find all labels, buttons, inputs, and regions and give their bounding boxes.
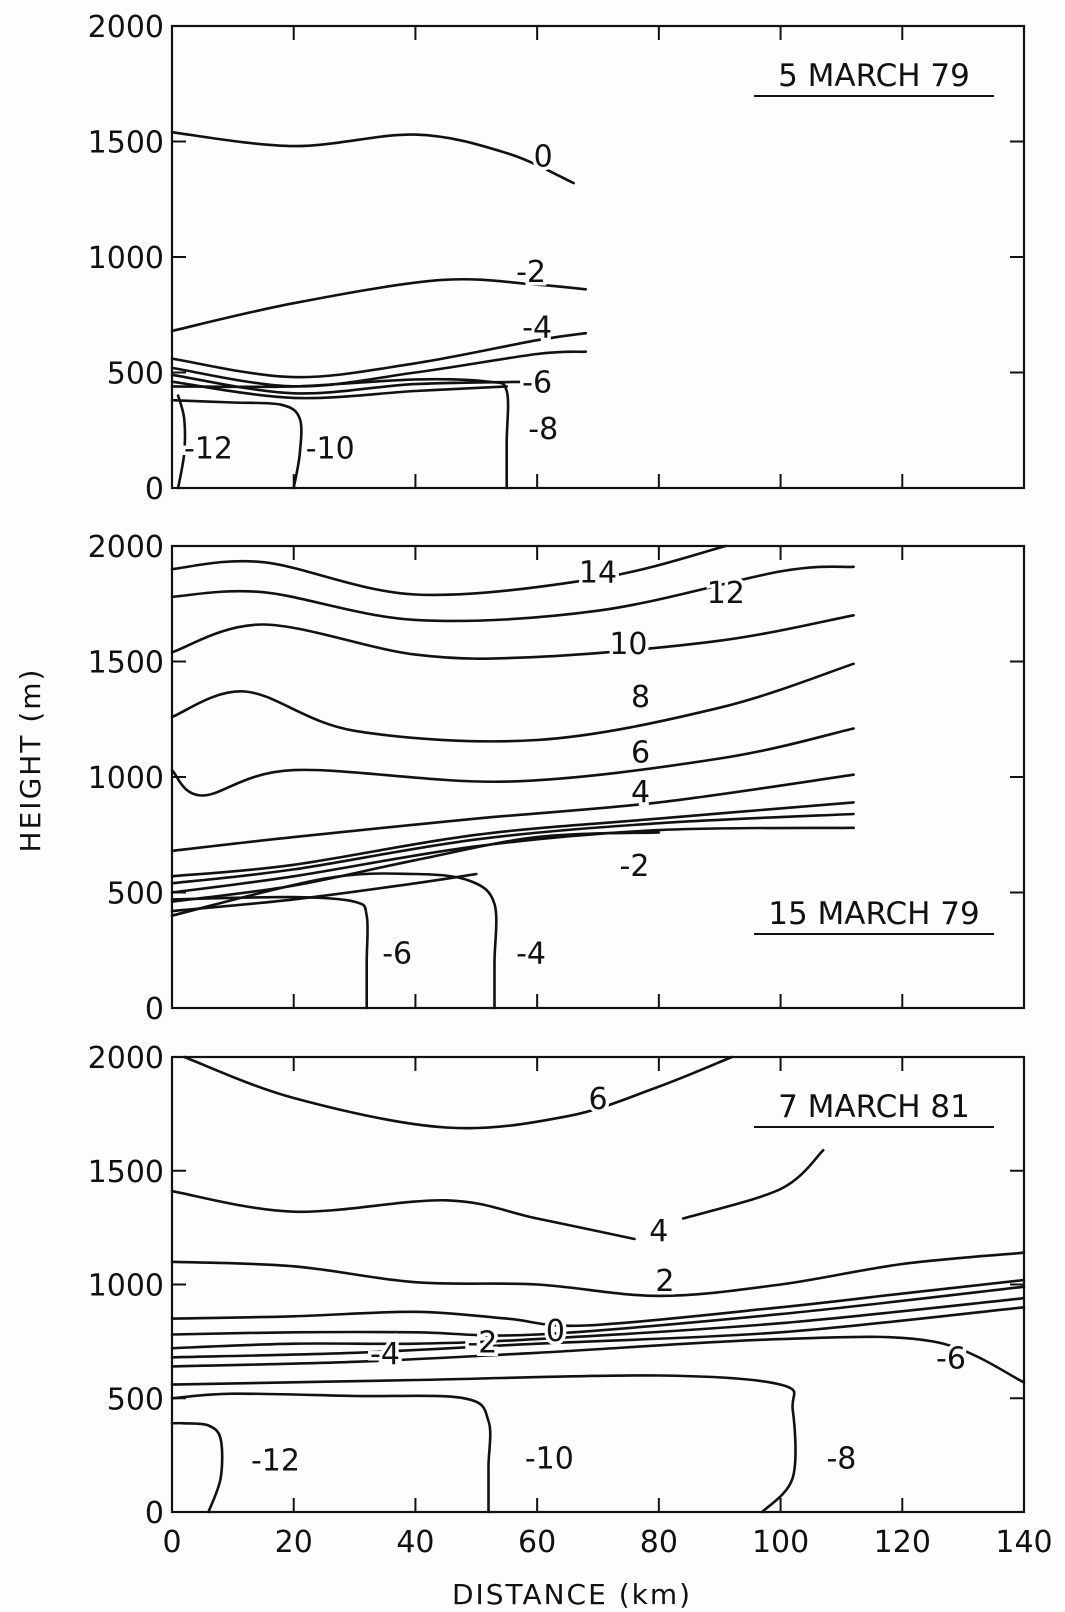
contour-line <box>170 377 510 490</box>
y-tick-label: 1000 <box>88 1269 164 1304</box>
contour-label: 12 <box>707 576 745 611</box>
x-tick-label: 140 <box>995 1525 1052 1560</box>
contour-line <box>176 394 187 490</box>
contour-line <box>170 1278 1026 1328</box>
contour-label: 10 <box>609 627 647 662</box>
contour-label: -4 <box>370 1337 400 1372</box>
contour-label: 6 <box>631 736 650 771</box>
contour-line <box>170 544 728 597</box>
contour-label: -10 <box>306 432 355 467</box>
contour-label: 0 <box>546 1314 565 1349</box>
y-tick-label: 0 <box>145 1496 164 1531</box>
contour-line <box>170 1296 1026 1350</box>
y-tick-label: 500 <box>107 357 164 392</box>
contour-line <box>170 812 855 885</box>
contour-label: -6 <box>936 1341 966 1376</box>
contour-label: 6 <box>588 1082 607 1117</box>
contour-label: 2 <box>655 1264 674 1299</box>
panel-date-label: 5 MARCH 79 <box>778 58 970 94</box>
x-tick-label: 0 <box>162 1525 181 1560</box>
contour-line <box>170 826 855 894</box>
y-tick-label: 2000 <box>88 530 164 565</box>
y-tick-label: 1500 <box>88 646 164 681</box>
contour-line <box>170 131 575 185</box>
contour-label: 14 <box>579 555 617 590</box>
plot-frame-2 <box>170 544 1026 1010</box>
contour-line <box>170 1335 1026 1384</box>
contour-line <box>170 565 855 623</box>
contour-label: 0 <box>534 139 553 174</box>
y-tick-label: 1500 <box>88 126 164 161</box>
contour-line <box>170 1189 636 1241</box>
contour-label: -12 <box>184 432 233 467</box>
contour-label: -8 <box>528 412 558 447</box>
contour-line <box>170 1421 224 1514</box>
panel-date-label: 15 MARCH 79 <box>768 896 980 932</box>
contour-line <box>170 662 855 743</box>
contour-line <box>170 380 508 400</box>
contour-label: -12 <box>251 1444 300 1479</box>
contour-line <box>170 872 478 913</box>
contour-line <box>170 872 498 1010</box>
contour-line <box>681 1149 825 1220</box>
contour-line <box>170 1285 1026 1337</box>
x-tick-label: 100 <box>752 1525 809 1560</box>
y-tick-label: 2000 <box>88 1041 164 1076</box>
contour-label: -2 <box>467 1325 497 1360</box>
y-tick-label: 0 <box>145 992 164 1027</box>
y-tick-label: 500 <box>107 877 164 912</box>
contour-line <box>170 1251 1026 1298</box>
contour-label: -2 <box>620 849 650 884</box>
contour-label: -8 <box>826 1441 856 1476</box>
contour-line <box>170 1306 1026 1359</box>
contour-label: -6 <box>522 366 552 401</box>
contour-label: -4 <box>522 310 552 345</box>
panel-date-label: 7 MARCH 81 <box>778 1089 970 1125</box>
contour-line <box>170 277 588 333</box>
contour-label: -10 <box>525 1441 574 1476</box>
x-tick-label: 80 <box>640 1525 678 1560</box>
contour-line <box>170 773 855 853</box>
y-tick-label: 1000 <box>88 241 164 276</box>
contour-line <box>170 350 588 388</box>
contour-line <box>170 895 369 1010</box>
contour-label: 8 <box>631 680 650 715</box>
contour-line <box>170 831 661 903</box>
x-tick-label: 120 <box>874 1525 931 1560</box>
y-tick-label: 0 <box>145 472 164 507</box>
contour-line <box>170 1392 492 1514</box>
x-axis-label: DISTANCE (km) <box>452 1578 692 1611</box>
y-tick-label: 1500 <box>88 1155 164 1190</box>
contour-line <box>170 331 588 379</box>
contour-label: 4 <box>631 775 650 810</box>
y-axis-label: HEIGHT (m) <box>14 668 47 853</box>
contour-line <box>170 1374 797 1514</box>
x-tick-label: 40 <box>396 1525 434 1560</box>
x-tick-label: 60 <box>518 1525 556 1560</box>
y-tick-label: 2000 <box>88 10 164 45</box>
contour-line <box>170 398 303 490</box>
contour-line <box>170 727 855 797</box>
contour-label: -2 <box>516 255 546 290</box>
contour-label: 4 <box>649 1214 668 1249</box>
contour-line <box>170 801 855 878</box>
contour-label: -6 <box>382 937 412 972</box>
x-tick-label: 20 <box>275 1525 313 1560</box>
contour-line <box>170 614 855 660</box>
contour-line <box>182 1055 734 1130</box>
y-tick-label: 1000 <box>88 761 164 796</box>
contour-label: -4 <box>516 937 546 972</box>
y-tick-label: 500 <box>107 1382 164 1417</box>
